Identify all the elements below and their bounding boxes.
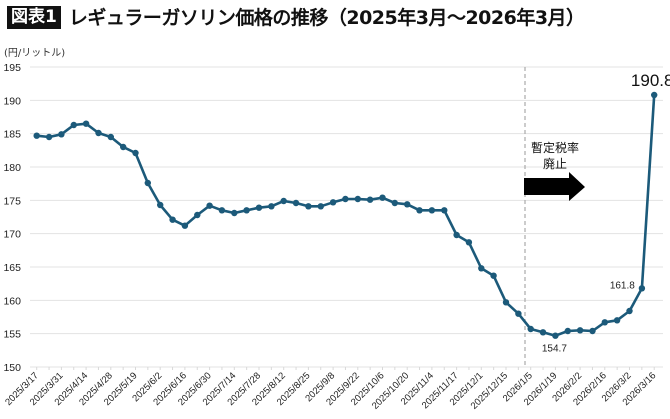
data-point <box>58 131 65 138</box>
data-point <box>613 317 621 324</box>
data-label: 190.8 <box>631 71 670 90</box>
data-label: 161.8 <box>610 280 635 291</box>
data-point <box>231 209 238 217</box>
data-point <box>329 199 337 206</box>
data-point <box>552 332 559 339</box>
series-line <box>36 94 656 338</box>
y-tick-label: 155 <box>3 329 21 341</box>
data-point <box>441 207 448 214</box>
data-point <box>120 143 127 151</box>
y-tick-label: 185 <box>3 129 21 141</box>
data-point <box>478 265 485 272</box>
data-point <box>255 204 263 211</box>
data-point <box>589 327 596 335</box>
data-point <box>169 216 176 223</box>
data-point <box>194 211 201 219</box>
data-point <box>206 202 213 209</box>
data-labels: 154.7 161.8 190.8 <box>542 71 670 355</box>
data-point <box>576 327 584 334</box>
data-point <box>651 91 658 99</box>
y-tick-label: 195 <box>3 62 21 74</box>
data-point <box>95 129 102 137</box>
figure-badge: 図表1 <box>7 6 61 29</box>
data-point <box>107 133 115 141</box>
data-label: 154.7 <box>542 344 567 355</box>
right-arrow-icon <box>524 172 585 201</box>
data-point <box>527 325 534 333</box>
data-point <box>342 195 349 203</box>
data-point <box>157 201 164 209</box>
data-point <box>132 149 139 157</box>
data-point <box>601 319 608 326</box>
y-axis-unit-label: (円/リットル) <box>4 48 66 59</box>
data-point <box>354 195 361 203</box>
data-point <box>181 222 189 229</box>
data-point <box>465 239 473 246</box>
data-point <box>33 132 40 139</box>
data-point <box>280 197 287 205</box>
data-point <box>70 121 78 129</box>
y-tick-label: 180 <box>3 162 21 174</box>
annotation-line1: 暫定税率 <box>531 140 579 155</box>
data-point <box>638 285 646 292</box>
data-point <box>144 179 151 187</box>
data-point <box>515 310 522 317</box>
y-tick-label: 165 <box>3 262 21 274</box>
data-point <box>218 207 226 214</box>
data-point <box>564 327 571 335</box>
y-tick-label: 170 <box>3 229 21 241</box>
data-point <box>379 194 386 201</box>
y-tick-label: 190 <box>3 95 21 107</box>
y-tick-label: 175 <box>3 195 21 207</box>
y-tick-label: 150 <box>3 362 21 374</box>
data-point <box>453 231 460 239</box>
annotation-line2: 廃止 <box>543 156 567 171</box>
gridlines <box>30 66 663 368</box>
y-tick-label: 160 <box>3 295 21 307</box>
data-point <box>45 133 53 141</box>
data-point <box>305 203 312 210</box>
x-axis <box>36 367 655 370</box>
data-point <box>82 120 90 127</box>
data-point <box>539 329 547 336</box>
data-point <box>416 207 423 214</box>
chart-title: レギュラーガソリン価格の推移（2025年3月～2026年3月） <box>68 6 585 29</box>
price-series <box>33 91 658 339</box>
y-axis-ticks: 150 155 160 165 170 175 180 185 190 195 <box>3 62 21 374</box>
data-point <box>366 196 374 203</box>
data-point <box>243 207 250 214</box>
data-point <box>626 307 633 315</box>
data-point <box>502 299 510 306</box>
x-axis-tick-labels: 2025/3/172025/3/312025/4/142025/4/282025… <box>3 370 658 411</box>
chart-title-row: 図表1 レギュラーガソリン価格の推移（2025年3月～2026年3月） <box>7 5 585 30</box>
data-point <box>391 199 398 207</box>
data-point <box>404 201 411 208</box>
data-point <box>292 199 300 207</box>
data-point <box>490 272 497 279</box>
data-point <box>428 207 436 214</box>
data-point <box>317 203 324 210</box>
data-point <box>268 203 275 210</box>
